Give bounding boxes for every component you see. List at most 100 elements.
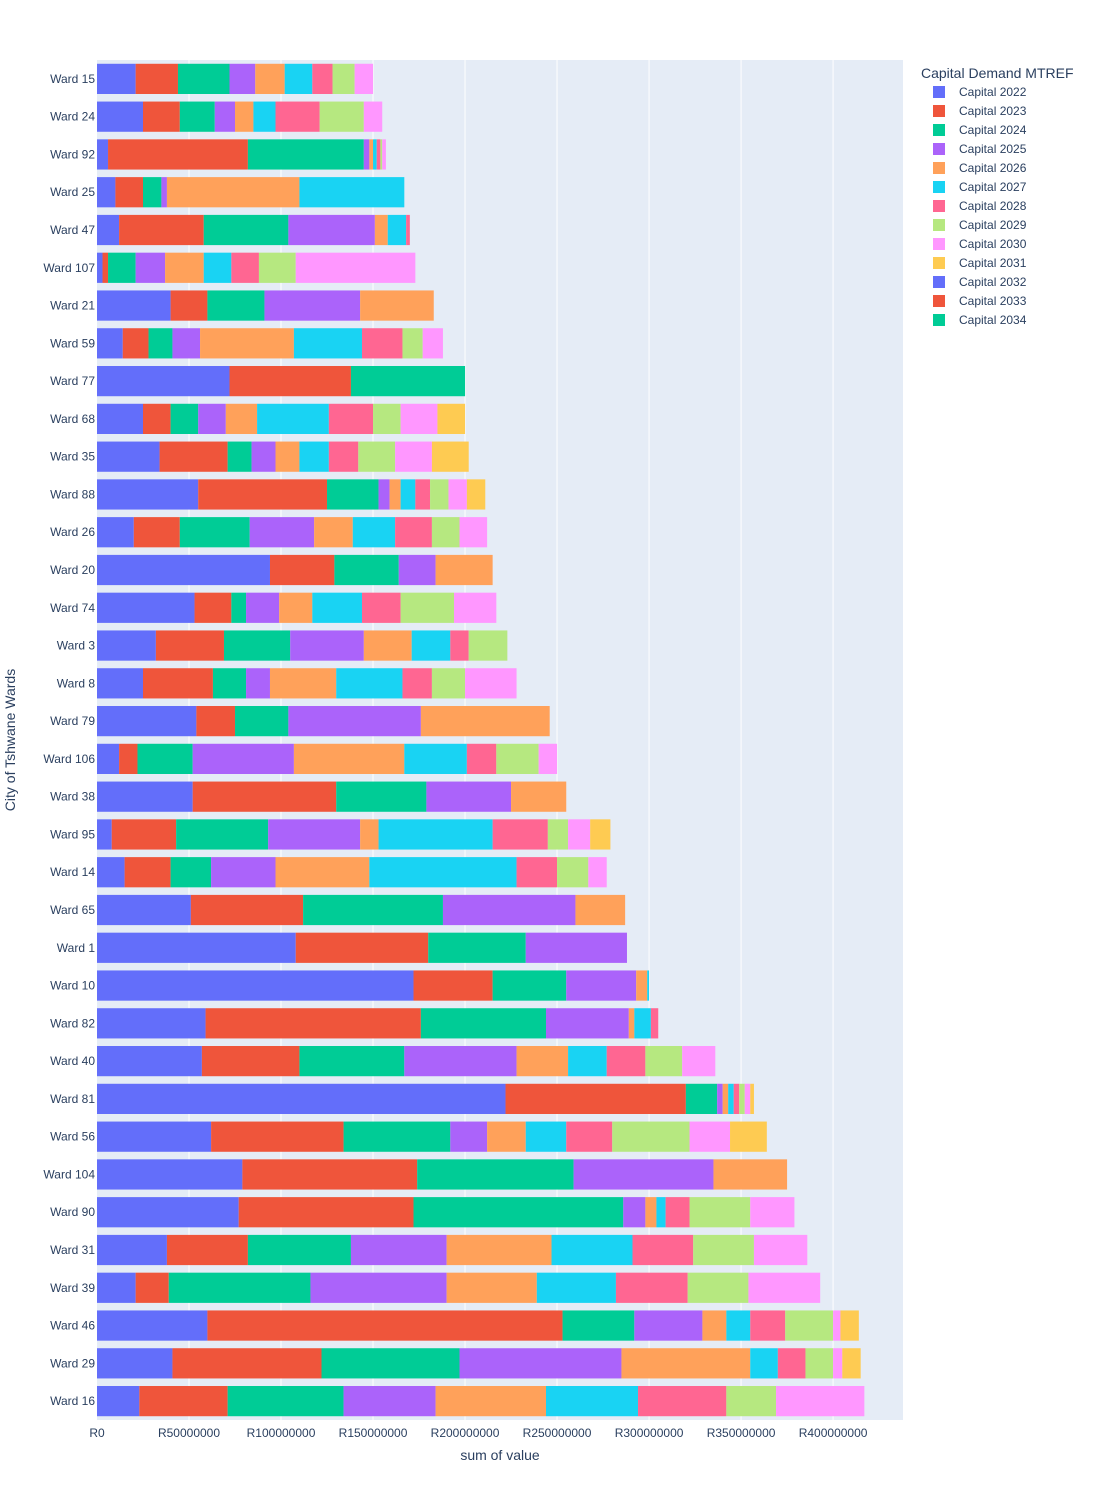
bar-segment xyxy=(108,252,136,283)
bar-segment xyxy=(102,252,109,283)
y-tick-label: Ward 90 xyxy=(50,1205,95,1219)
bar-segment xyxy=(192,743,294,774)
bar-segment xyxy=(135,63,178,94)
bar-segment xyxy=(402,668,432,699)
bar-segment xyxy=(201,1046,300,1077)
bar-segment xyxy=(275,101,320,132)
y-tick-labels: Ward 15 Ward 24 Ward 92 Ward 25 Ward 47 Ward … xyxy=(43,72,95,1408)
bar-segment xyxy=(387,214,407,246)
bar-segment xyxy=(395,441,432,472)
bar-segment xyxy=(196,706,236,737)
bar-segment xyxy=(97,554,270,586)
legend-label: Capital 2031 xyxy=(959,256,1027,270)
bar-segment xyxy=(97,1121,212,1152)
bar-segment xyxy=(453,592,497,623)
bar-segment xyxy=(299,1046,405,1077)
bar-segment xyxy=(446,1234,552,1266)
bar-segment xyxy=(702,1310,727,1341)
bar-segment xyxy=(430,479,449,510)
bar-segment xyxy=(343,1121,451,1152)
bar-segment xyxy=(97,177,116,208)
bar-segment xyxy=(358,441,396,472)
bar-segment xyxy=(295,252,416,283)
bar-segment xyxy=(376,139,381,170)
bar-segment xyxy=(511,781,567,812)
y-tick-label: Ward 74 xyxy=(50,601,95,615)
bar-segment xyxy=(336,668,403,699)
y-tick-label: Ward 20 xyxy=(50,563,95,577)
bar-segment xyxy=(170,290,208,321)
bar-segment xyxy=(97,706,197,737)
bar-segment xyxy=(269,668,337,699)
bar-segment xyxy=(568,1046,607,1077)
bar-segment xyxy=(562,1310,635,1341)
bar-segment xyxy=(516,857,558,888)
bar-segment xyxy=(97,366,230,397)
legend-swatch xyxy=(933,314,945,326)
bar-segment xyxy=(328,441,359,472)
y-tick-label: Ward 92 xyxy=(50,147,95,161)
bar-segment xyxy=(636,970,648,1001)
bar-segment xyxy=(352,517,396,548)
bar-segment xyxy=(327,479,379,510)
gridlines xyxy=(188,60,834,1420)
bar-segment xyxy=(551,1234,633,1266)
bar-segment xyxy=(728,1083,734,1114)
bar-segment xyxy=(343,1386,436,1417)
bar-segment xyxy=(288,214,375,246)
bar-segment xyxy=(404,743,467,774)
bar-segment xyxy=(354,63,374,94)
bar-segment xyxy=(363,139,370,170)
bar-segment xyxy=(238,1197,414,1228)
bar-segment xyxy=(437,403,466,434)
bar-segment xyxy=(170,403,199,434)
bar-segment xyxy=(227,441,252,472)
legend-swatch xyxy=(933,219,945,231)
bar-segment xyxy=(753,1234,808,1266)
bar-segment xyxy=(97,214,120,246)
legend-swatch xyxy=(933,86,945,98)
bar-segment xyxy=(97,668,144,699)
bar-segment xyxy=(538,743,558,774)
bar-segment xyxy=(525,1121,567,1152)
legend-label: Capital 2026 xyxy=(959,161,1027,175)
bar-segment xyxy=(165,252,204,283)
bar-segment xyxy=(733,1083,740,1114)
bar-segment xyxy=(492,819,548,850)
bar-segment xyxy=(97,252,103,283)
bar-segment xyxy=(242,1159,418,1190)
bar-segment xyxy=(212,668,247,699)
bar-segment xyxy=(411,630,451,661)
bar-segment xyxy=(628,1008,635,1039)
bar-segment xyxy=(369,857,517,888)
bar-segment xyxy=(373,139,377,170)
y-tick-label: Ward 106 xyxy=(43,752,95,766)
y-tick-label: Ward 10 xyxy=(50,979,95,993)
bar-segment xyxy=(97,479,199,510)
bar-segment xyxy=(115,177,144,208)
bar-segment xyxy=(435,554,493,586)
bar-segment xyxy=(312,63,333,94)
bar-segment xyxy=(650,1008,659,1039)
x-tick-label: R200000000 xyxy=(431,1426,500,1440)
y-tick-label: Ward 46 xyxy=(50,1319,95,1333)
bar-segment xyxy=(214,101,236,132)
bar-segment xyxy=(111,819,177,850)
bar-segment xyxy=(97,1310,208,1341)
bar-segment xyxy=(739,1083,745,1114)
bar-segment xyxy=(312,592,362,623)
bar-segment xyxy=(623,1197,646,1228)
bar-segment xyxy=(227,1386,344,1417)
bar-segment xyxy=(133,517,180,548)
bar-segment xyxy=(374,214,388,246)
bar-segment xyxy=(415,479,431,510)
bar-segment xyxy=(264,290,361,321)
bar-segment xyxy=(97,1234,167,1266)
legend-swatch xyxy=(933,124,945,136)
bar-segment xyxy=(97,743,120,774)
bar-segment xyxy=(805,1348,834,1379)
bar-segment xyxy=(369,139,374,170)
bar-segment xyxy=(97,1083,506,1114)
bar-segment xyxy=(682,1046,716,1077)
bar-segment xyxy=(400,479,416,510)
